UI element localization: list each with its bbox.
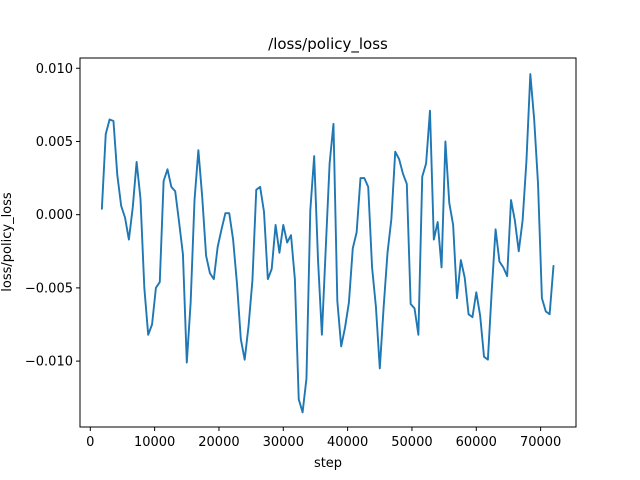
y-axis-ticks: −0.010 −0.005 0.000 0.005 0.010 <box>25 62 80 370</box>
x-tick-label: 30000 <box>263 435 304 450</box>
y-tick-label: 0.005 <box>36 135 73 150</box>
x-tick-label: 50000 <box>391 435 432 450</box>
y-tick-label: 0.010 <box>36 62 73 77</box>
plot-area: 0 10000 20000 30000 40000 50000 60000 70000 −0.… <box>25 57 577 450</box>
x-tick-label: 10000 <box>134 435 175 450</box>
x-tick-label: 20000 <box>198 435 239 450</box>
x-tick-label: 0 <box>86 435 94 450</box>
policy-loss-line <box>100 73 555 414</box>
y-axis-label: loss/policy_loss <box>0 192 15 292</box>
y-tick-label: 0.000 <box>36 208 73 223</box>
y-tick-label: −0.010 <box>25 355 73 370</box>
x-axis-label: step <box>314 456 342 471</box>
x-tick-label: 60000 <box>456 435 497 450</box>
plot-frame <box>79 57 577 428</box>
y-tick-label: −0.005 <box>25 281 73 296</box>
x-tick-label: 70000 <box>520 435 561 450</box>
x-tick-label: 40000 <box>327 435 368 450</box>
chart-title: /loss/policy_loss <box>268 35 388 54</box>
x-axis-ticks: 0 10000 20000 30000 40000 50000 60000 70000 <box>86 427 561 450</box>
